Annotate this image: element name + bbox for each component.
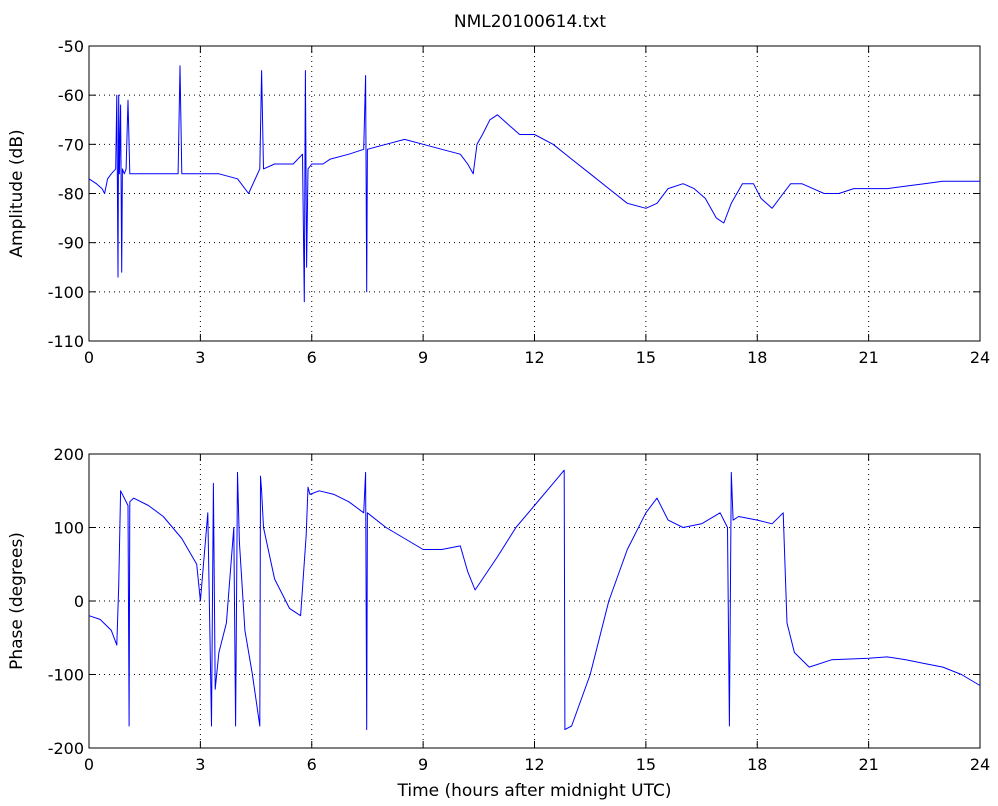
- amplitude-x-tick-label: 15: [636, 348, 656, 367]
- phase-y-tick-label: 200: [53, 445, 84, 464]
- amplitude-y-tick-label: -90: [58, 234, 84, 253]
- phase-y-tick-label: 100: [53, 519, 84, 538]
- phase-x-tick-label: 21: [858, 755, 878, 774]
- amplitude-x-tick-label: 12: [524, 348, 544, 367]
- phase-x-tick-label: 15: [636, 755, 656, 774]
- phase-y-tick-label: 0: [74, 592, 84, 611]
- amplitude-plot: 0 3 6 9 12 15 18 21 24 -110 -100 -90 -80 -70 -60 -50 Amp…: [7, 37, 990, 367]
- phase-plot: 0 3 6 9 12 15 18 21 24 -200 -100 0 100 200 Phase (degr…: [7, 445, 990, 801]
- phase-x-tick-label: 3: [195, 755, 205, 774]
- amplitude-x-tick-label: 21: [858, 348, 878, 367]
- phase-x-tick-label: 24: [970, 755, 990, 774]
- amplitude-y-tick-label: -50: [58, 37, 84, 56]
- amplitude-y-axis-label: Amplitude (dB): [7, 129, 27, 257]
- amplitude-series-line: [88, 65, 980, 303]
- phase-y-axis-label: Phase (degrees): [7, 532, 27, 670]
- phase-x-axis-label: Time (hours after midnight UTC): [396, 781, 671, 801]
- phase-series-line: [88, 469, 981, 731]
- phase-x-tick-label: 6: [307, 755, 317, 774]
- phase-x-tick-label: 0: [84, 755, 94, 774]
- amplitude-y-tick-label: -100: [48, 283, 84, 302]
- chart-title: NML20100614.txt: [454, 12, 607, 32]
- amplitude-x-tick-label: 3: [195, 348, 205, 367]
- amplitude-x-tick-label: 0: [84, 348, 94, 367]
- phase-y-tick-label: -200: [48, 739, 84, 758]
- amplitude-x-tick-label: 6: [307, 348, 317, 367]
- amplitude-y-tick-label: -110: [48, 332, 84, 351]
- phase-x-tick-label: 18: [747, 755, 767, 774]
- phase-x-tick-label: 12: [524, 755, 544, 774]
- amplitude-y-tick-label: -80: [58, 185, 84, 204]
- amplitude-y-tick-label: -60: [58, 86, 84, 105]
- phase-x-tick-label: 9: [418, 755, 428, 774]
- amplitude-x-tick-label: 24: [970, 348, 990, 367]
- amplitude-x-tick-label: 9: [418, 348, 428, 367]
- amplitude-x-tick-label: 18: [747, 348, 767, 367]
- phase-y-tick-label: -100: [48, 666, 84, 685]
- amplitude-y-tick-label: -70: [58, 135, 84, 154]
